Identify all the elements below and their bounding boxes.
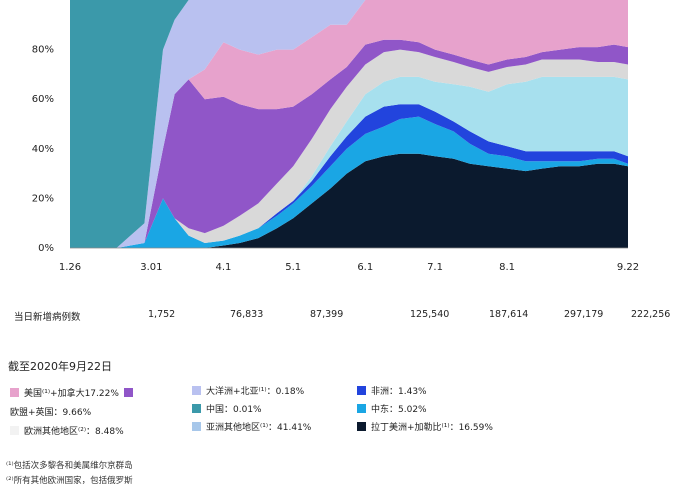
legend-label: 大洋洲+北亚⁽¹⁾：0.18% xyxy=(206,387,305,397)
legend-label: 中东：5.02% xyxy=(371,405,427,415)
legend-item: 欧盟+英国：9.66% xyxy=(10,405,91,418)
legend-item: 欧洲其他地区⁽²⁾：8.48% xyxy=(10,424,124,437)
x-tick-label: 5.1 xyxy=(285,262,301,273)
legend-swatch xyxy=(192,386,201,395)
footnote-1: ⁽¹⁾包括次多黎各和美属维尔京群岛 xyxy=(6,461,133,471)
area-series-4 xyxy=(70,49,628,248)
y-tick-label: 0% xyxy=(38,243,54,254)
legend-item: 亚洲其他地区⁽¹⁾：41.41% xyxy=(192,420,311,433)
x-tick-label: 6.1 xyxy=(357,262,373,273)
legend-label: 美国⁽¹⁾+加拿大17.22% xyxy=(24,389,119,399)
area-series-6 xyxy=(70,0,628,248)
legend-swatch xyxy=(123,388,133,397)
new-cases-value: 297,179 xyxy=(564,309,604,320)
legend-swatch xyxy=(192,422,201,431)
legend-label: 拉丁美洲+加勒比⁽¹⁾：16.59% xyxy=(371,423,493,433)
new-cases-value: 125,540 xyxy=(410,309,450,320)
legend-label: 亚洲其他地区⁽¹⁾：41.41% xyxy=(206,423,312,433)
area-series-7 xyxy=(70,0,628,248)
legend-item: 拉丁美洲+加勒比⁽¹⁾：16.59% xyxy=(357,420,493,433)
y-tick-label: 80% xyxy=(32,45,54,56)
stacked-area-chart: 0% 20% 40% 60% 80% 1.26 3.01 4.1 5.1 6.1 7.1 8.1 9.… xyxy=(32,0,639,273)
y-tick-label: 40% xyxy=(32,144,54,155)
legend-label: 中国：0.01% xyxy=(206,405,262,415)
x-tick-label: 4.1 xyxy=(215,262,231,273)
legend-label: 欧盟+英国：9.66% xyxy=(10,408,92,418)
y-tick-label: 60% xyxy=(32,94,54,105)
x-tick-label: 7.1 xyxy=(427,262,443,273)
legend-item: 大洋洲+北亚⁽¹⁾：0.18% xyxy=(192,384,304,397)
legend-item: 美国⁽¹⁾+加拿大17.22% xyxy=(10,386,133,399)
area-series-0 xyxy=(70,153,628,248)
x-tick-label: 1.26 xyxy=(59,262,81,273)
legend-swatch xyxy=(357,422,366,431)
legend-swatch xyxy=(357,404,366,413)
legend-label: 非洲：1.43% xyxy=(371,387,427,397)
x-tick-label: 8.1 xyxy=(499,262,515,273)
legend-item: 中国：0.01% xyxy=(192,402,262,415)
legend-label: 欧洲其他地区⁽²⁾：8.48% xyxy=(24,427,124,437)
legend-swatch xyxy=(357,386,366,395)
as-of-date: 截至2020年9月22日 xyxy=(8,360,112,373)
area-series-8 xyxy=(70,0,628,248)
footnote-2: ⁽²⁾所有其他欧洲国家，包括俄罗斯 xyxy=(6,476,133,486)
legend-swatch xyxy=(10,426,19,435)
y-tick-label: 20% xyxy=(32,193,54,204)
new-cases-value: 87,399 xyxy=(310,309,344,320)
new-cases-label: 当日新增病例数 xyxy=(14,312,81,323)
legend-swatch xyxy=(192,404,201,413)
legend-item: 中东：5.02% xyxy=(357,402,427,415)
new-cases-value: 187,614 xyxy=(489,309,529,320)
legend-swatch xyxy=(10,388,19,397)
new-cases-value: 222,256 xyxy=(631,309,671,320)
x-tick-label: 9.22 xyxy=(617,262,639,273)
new-cases-value: 76,833 xyxy=(230,309,264,320)
area-series-5 xyxy=(70,39,628,249)
x-tick-label: 3.01 xyxy=(140,262,162,273)
legend-item: 非洲：1.43% xyxy=(357,384,427,397)
new-cases-value: 1,752 xyxy=(148,309,176,320)
area-series-3 xyxy=(70,76,628,249)
